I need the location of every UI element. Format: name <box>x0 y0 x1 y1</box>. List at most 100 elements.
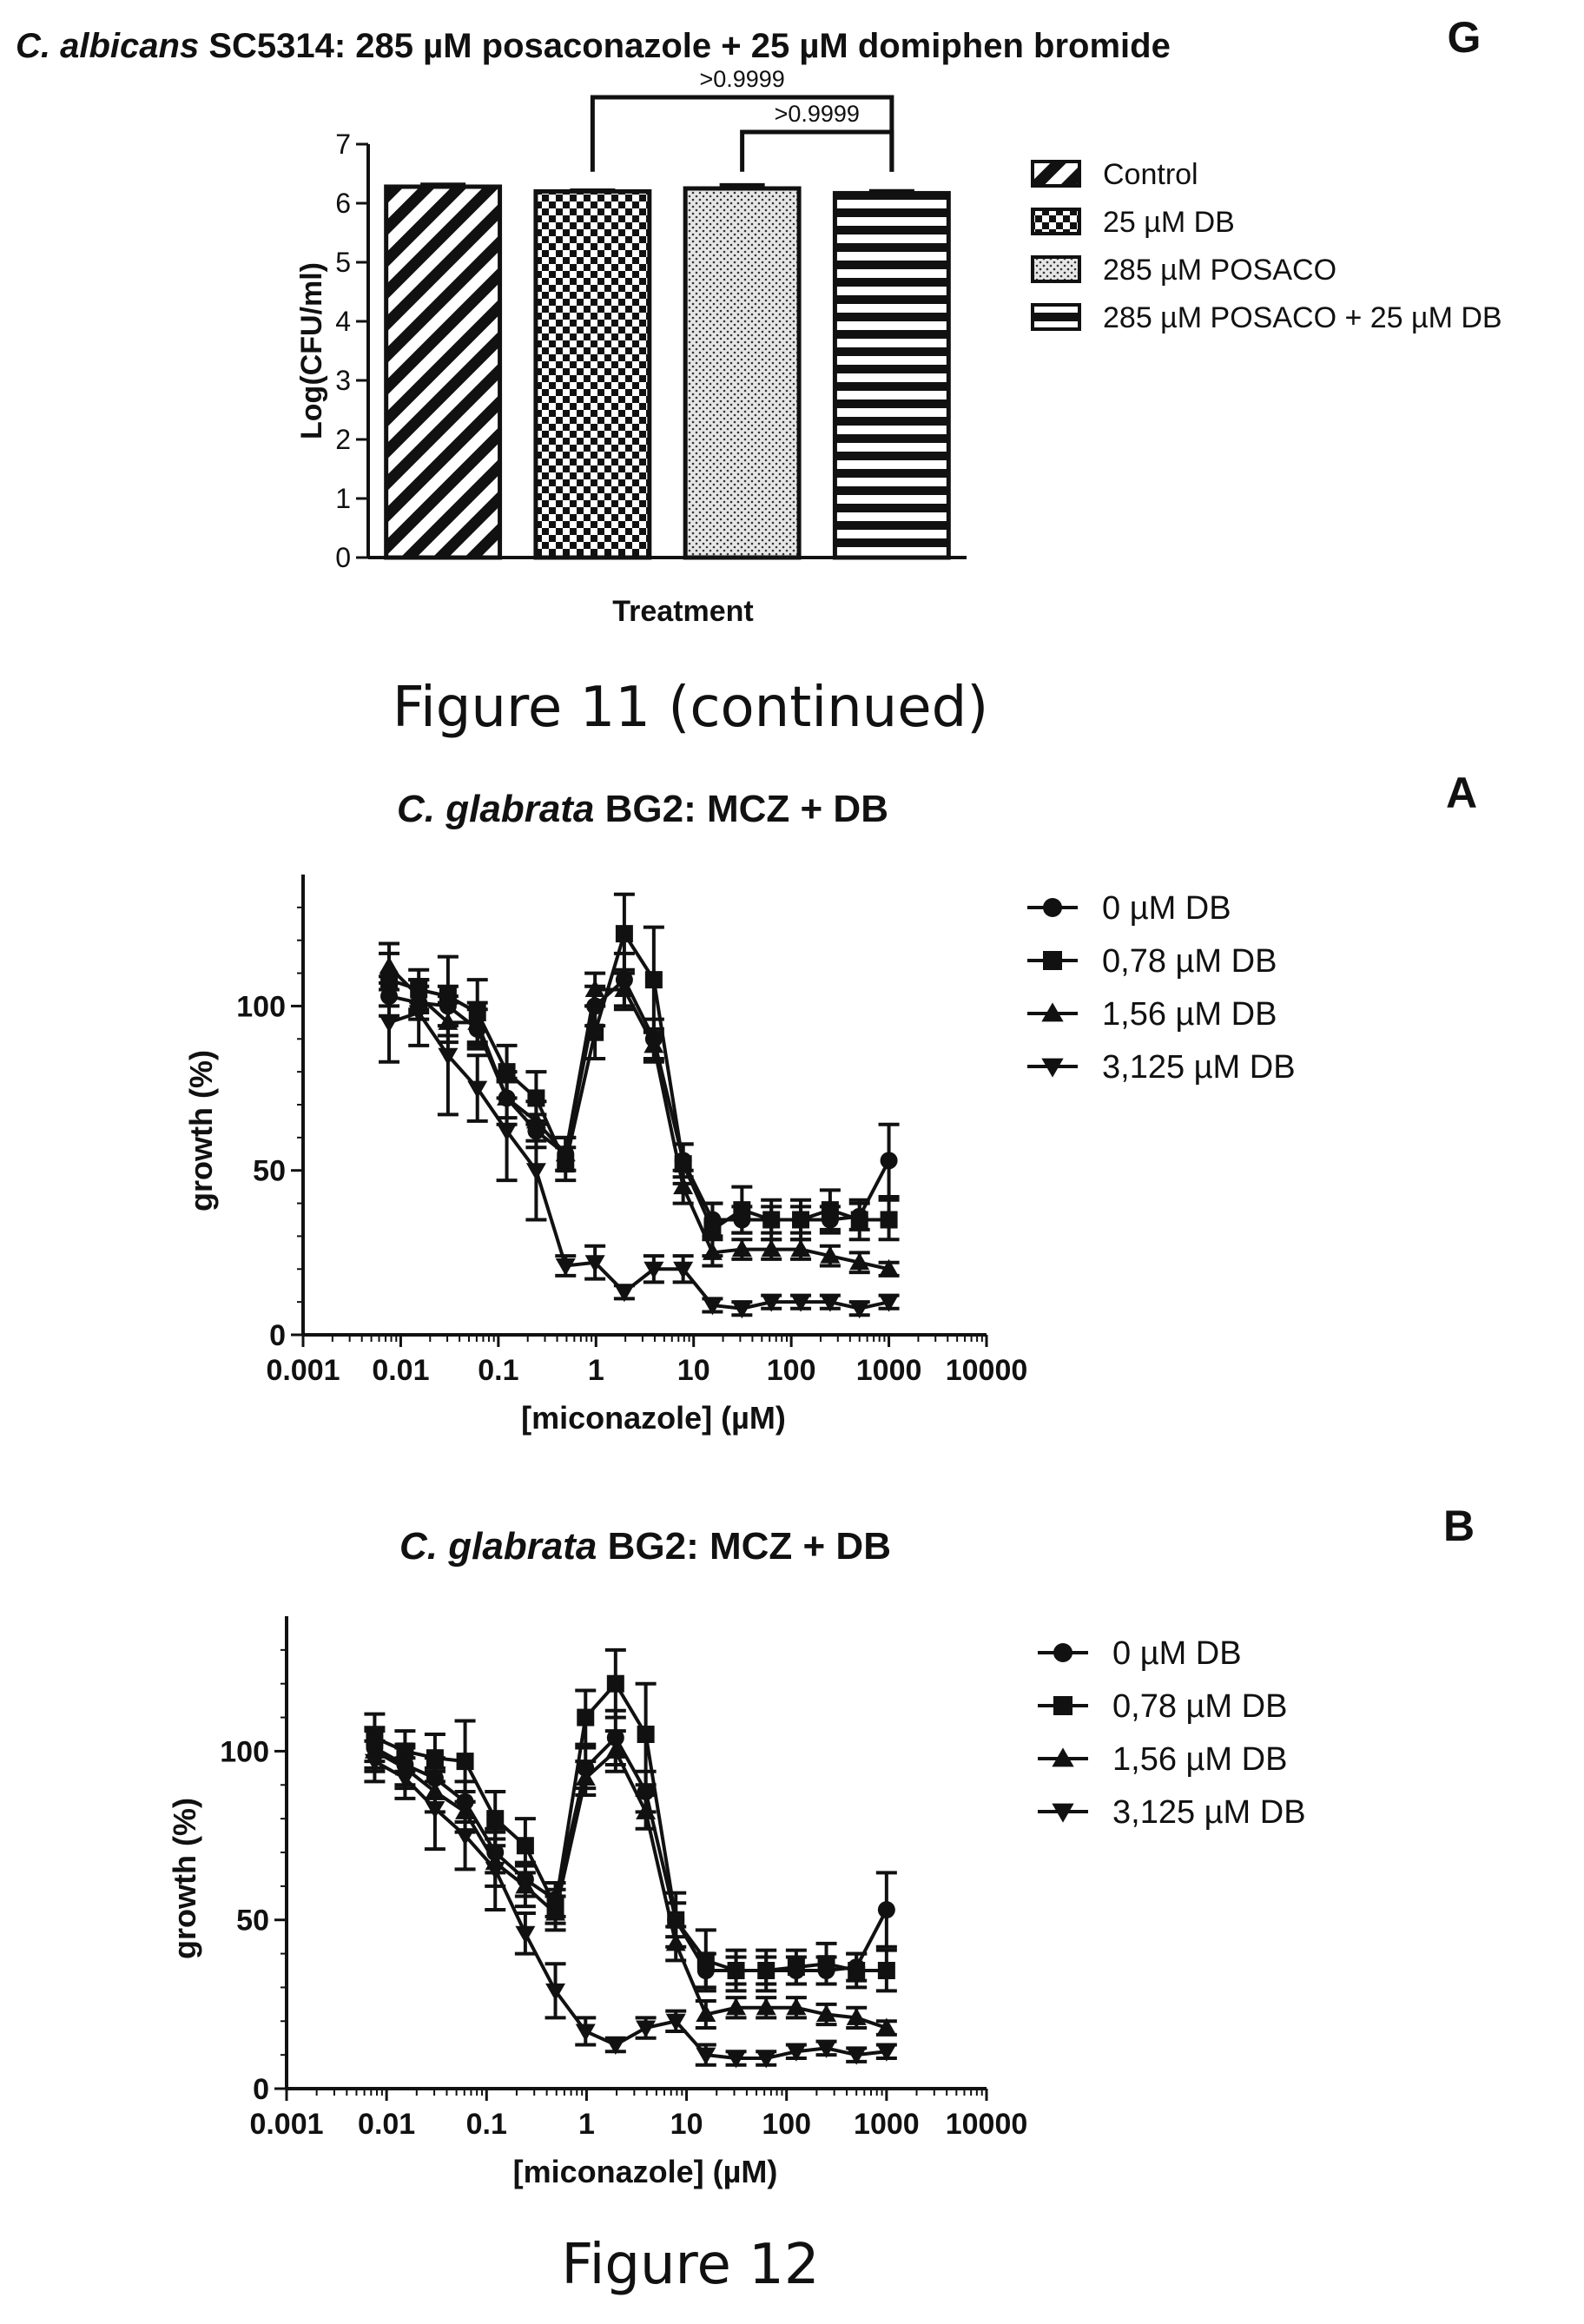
g-legend-label: 25 µM DB <box>1103 206 1235 239</box>
g-y-tick-label: 2 <box>335 424 351 455</box>
g-legend-label: 285 µM POSACO + 25 µM DB <box>1103 301 1502 334</box>
chart-g-title: C. albicans SC5314: 285 µM posaconazole … <box>16 27 1171 65</box>
g-legend-swatch <box>1031 208 1081 235</box>
panel-letter-a: A <box>1446 769 1477 817</box>
a-point-3 <box>879 1294 900 1312</box>
a-point-2 <box>584 980 605 997</box>
a-point-2 <box>555 1144 576 1162</box>
b-point-3 <box>515 1925 536 1944</box>
b-point-3 <box>545 1983 566 2001</box>
b-point-2 <box>665 1933 686 1951</box>
b-series-line-3 <box>373 1760 888 2061</box>
b-point-3 <box>665 2013 686 2031</box>
a-point-2 <box>379 956 399 974</box>
b-series-line-0 <box>373 1734 888 1972</box>
a-point-3 <box>673 1261 694 1279</box>
g-legend-label: 285 µM POSACO <box>1103 254 1336 287</box>
a-legend-marker <box>1041 1002 1064 1022</box>
a-point-2 <box>790 1239 811 1258</box>
g-y-tick-label: 7 <box>335 129 351 160</box>
a-x-tick-label: 1 <box>588 1354 604 1387</box>
b-point-2 <box>575 1768 596 1786</box>
b-y-tick-label: 0 <box>253 2073 269 2106</box>
a-point-3 <box>408 1005 429 1023</box>
g-y-tick-label: 3 <box>335 365 351 396</box>
b-point-3 <box>696 2047 716 2065</box>
a-x-tick-label: 10 <box>677 1354 710 1387</box>
b-point-3 <box>786 2043 807 2062</box>
a-point-2 <box>731 1239 752 1258</box>
g-y-tick-label: 6 <box>335 188 351 219</box>
a-point-1 <box>850 1211 868 1229</box>
chart-a-title-rest: BG2: MCZ + DB <box>594 788 888 830</box>
b-legend-label: 0 µM DB <box>1112 1635 1242 1672</box>
chart-g: 0 1 2 3 4 5 6 7 Log(CFU/ml) Treatment >0.9999 >0.99… <box>295 66 1502 628</box>
b-x-tick-label: 0.01 <box>358 2108 415 2141</box>
a-point-3 <box>761 1294 782 1312</box>
a-legend-label: 0 µM DB <box>1102 890 1231 927</box>
a-point-2 <box>849 1252 870 1271</box>
b-point-2 <box>756 1997 776 2016</box>
b-series-line-1 <box>373 1680 887 1972</box>
g-significance-label: >0.9999 <box>775 101 860 127</box>
b-x-tick-label: 0.001 <box>249 2108 323 2141</box>
a-point-3 <box>584 1255 605 1273</box>
a-point-2 <box>820 1245 841 1264</box>
b-legend-label: 0,78 µM DB <box>1112 1688 1287 1725</box>
b-point-3 <box>605 2037 626 2055</box>
a-point-2 <box>761 1239 782 1258</box>
g-legend-label: Control <box>1103 158 1198 191</box>
b-x-tick-label: 100 <box>762 2108 811 2141</box>
b-point-1 <box>516 1837 534 1855</box>
b-point-3 <box>364 1753 385 1772</box>
a-point-1 <box>792 1211 810 1229</box>
b-legend-marker <box>1052 1803 1074 1823</box>
a-x-tick-label: 100 <box>767 1354 816 1387</box>
a-legend-marker <box>1043 951 1062 970</box>
b-point-2 <box>816 2004 837 2023</box>
b-x-tick-label: 10000 <box>946 2108 1028 2141</box>
b-point-1 <box>787 1958 805 1977</box>
a-point-2 <box>644 1035 664 1053</box>
b-point-3 <box>394 1771 415 1789</box>
b-y-tick-label: 100 <box>220 1735 269 1768</box>
chart-g-title-rest: SC5314: 285 µM posaconazole + 25 µM domi… <box>199 27 1171 65</box>
g-bar-1 <box>533 188 652 560</box>
b-point-3 <box>425 1800 446 1819</box>
chart-g-title-italic: C. albicans <box>16 27 199 65</box>
b-point-3 <box>636 2020 657 2038</box>
b-point-2 <box>726 1997 747 2016</box>
b-point-0 <box>877 1901 895 1919</box>
g-significance-bracket <box>740 129 894 172</box>
g-legend-swatch <box>1031 255 1081 283</box>
b-point-3 <box>485 1861 505 1879</box>
a-y-tick-label: 50 <box>253 1155 286 1188</box>
a-point-2 <box>467 1012 488 1030</box>
b-point-2 <box>605 1740 626 1759</box>
b-point-1 <box>426 1749 444 1767</box>
chart-b: 0 50 100 0.001 0.01 0.1 1 10 100 1000 10000 [micona… <box>167 1616 1306 2189</box>
b-point-1 <box>877 1962 895 1979</box>
b-point-2 <box>515 1876 536 1894</box>
b-x-tick-label: 1000 <box>854 2108 920 2141</box>
a-legend-label: 0,78 µM DB <box>1102 943 1277 980</box>
a-x-tick-label: 10000 <box>946 1354 1028 1387</box>
a-point-3 <box>525 1163 546 1181</box>
b-x-tick-label: 1 <box>578 2108 595 2141</box>
b-legend-label: 3,125 µM DB <box>1112 1794 1306 1831</box>
g-y-tick-label: 5 <box>335 247 351 278</box>
panel-letter-b: B <box>1443 1502 1475 1550</box>
b-x-tick-label: 0.1 <box>466 2108 507 2141</box>
a-point-1 <box>615 925 633 943</box>
g-y-tick-label: 4 <box>335 306 351 337</box>
b-point-1 <box>606 1674 624 1693</box>
a-point-1 <box>703 1220 722 1238</box>
b-point-2 <box>696 2004 716 2023</box>
chart-a: 0 50 100 0.001 0.01 0.1 1 10 100 1000 10000 [micona… <box>183 875 1296 1436</box>
a-x-tick-label: 0.001 <box>266 1354 340 1387</box>
g-bar-0 <box>384 184 503 560</box>
chart-b-title: C. glabrata BG2: MCZ + DB <box>399 1525 891 1568</box>
g-legend-swatch <box>1031 303 1081 331</box>
b-legend-marker <box>1053 1643 1072 1662</box>
b-point-3 <box>846 2047 867 2065</box>
